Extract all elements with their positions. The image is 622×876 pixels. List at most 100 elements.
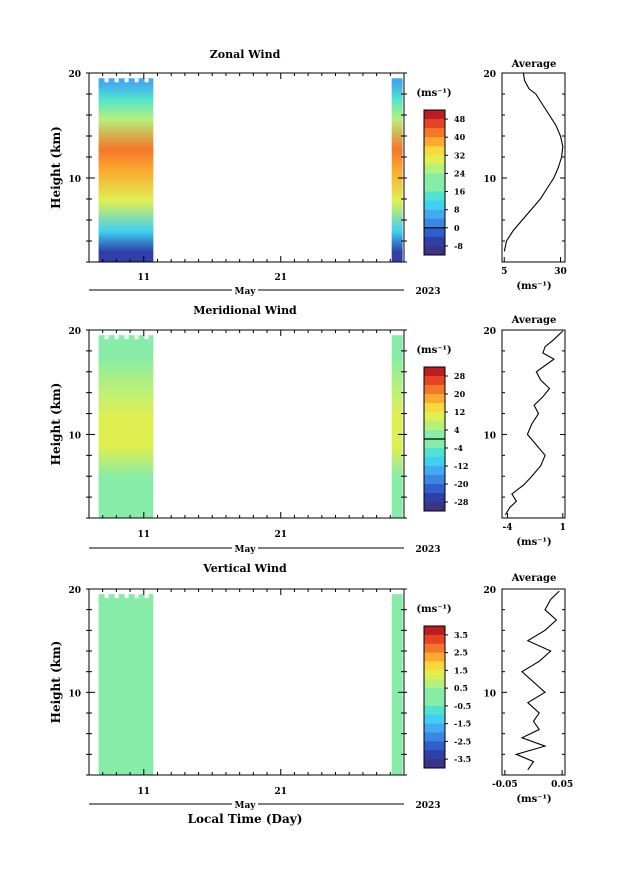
colorbar-cell — [424, 236, 445, 247]
y-tick-label: 10 — [68, 431, 81, 441]
colorbar-cell — [424, 430, 445, 440]
average-frame — [501, 588, 566, 776]
colorbar-cell — [424, 209, 445, 220]
heatmap-block-2 — [391, 335, 403, 518]
colorbar-frame — [423, 625, 446, 769]
y-axis-title: Height (km) — [49, 641, 63, 724]
colorbar-cell — [424, 191, 445, 202]
average-panel: Average 10 20 5 30(ms⁻¹) — [483, 59, 566, 292]
y-tick-label: 20 — [68, 586, 81, 596]
colorbar-tick-label: 28 — [454, 371, 466, 381]
y-tick-label: 20 — [68, 327, 81, 337]
missing-data-cell — [154, 594, 159, 599]
colorbar-cell — [424, 394, 445, 404]
missing-data-cell — [144, 594, 149, 599]
colorbar-cell — [424, 403, 445, 413]
colorbar-tick-label: 2.5 — [454, 648, 468, 658]
x-tick-label: 11 — [138, 273, 151, 283]
colorbar-cell — [424, 634, 445, 645]
heatmap-block-1 — [98, 78, 154, 262]
colorbar-tick-label: 4 — [454, 425, 460, 435]
colorbar-cell — [424, 759, 445, 769]
y-axis-title: Height (km) — [49, 126, 63, 209]
month-label: May — [234, 545, 256, 555]
colorbar-tick-label: 3.5 — [454, 630, 468, 640]
plot-frame — [88, 329, 405, 519]
year-label: 2023 — [415, 801, 440, 811]
average-profile-line — [504, 330, 564, 516]
colorbar-unit: (ms⁻¹) — [416, 604, 451, 615]
x-tick-label: 11 — [138, 787, 151, 797]
colorbar-cell — [424, 200, 445, 211]
missing-data-cell — [154, 78, 159, 83]
heatmap-block-2 — [391, 594, 403, 775]
heatmap-block-1 — [98, 335, 154, 518]
panel-3: Vertical Wind 10 20 Height (km) 11 21 May 2023 (… — [49, 562, 573, 811]
colorbar-tick-label: 20 — [454, 389, 466, 399]
missing-data-cell — [124, 594, 129, 599]
colorbar-cell — [424, 119, 445, 129]
average-y-tick-label: 10 — [483, 689, 496, 699]
colorbar-cell — [424, 457, 445, 467]
y-tick-label: 10 — [68, 689, 81, 699]
colorbar-cell — [424, 110, 445, 120]
colorbar-tick-label: 8 — [454, 205, 460, 215]
average-y-tick-label: 20 — [483, 327, 496, 337]
average-y-tick-label: 20 — [483, 586, 496, 596]
heatmap-block-1 — [98, 594, 154, 775]
average-frame — [501, 329, 566, 519]
missing-data-cell — [114, 78, 119, 83]
average-x-tick-label: 30 — [554, 267, 567, 277]
colorbar-tick-label: 1.5 — [454, 665, 468, 675]
colorbar-cell — [424, 688, 445, 698]
missing-data-cell — [104, 78, 109, 83]
average-x-tick-label: 1 — [560, 523, 566, 533]
colorbar-cell — [424, 502, 445, 512]
colorbar-cell — [424, 679, 445, 689]
y-axis-title: Height (km) — [49, 383, 63, 466]
x-tick-label: 21 — [274, 530, 287, 540]
year-label: 2023 — [415, 287, 440, 297]
colorbar-cell — [424, 670, 445, 680]
colorbar-tick-label: 32 — [454, 150, 465, 160]
average-panel: Average 10 20 -4 1 (ms⁻¹) — [483, 315, 565, 548]
missing-data-cell — [114, 335, 119, 340]
colorbar-cell — [424, 643, 445, 654]
colorbar-unit: (ms⁻¹) — [416, 345, 451, 356]
missing-data-cell — [124, 78, 129, 83]
colorbar-tick-label: 0.5 — [454, 683, 468, 693]
missing-data-cell — [124, 335, 129, 340]
panel-title: Meridional Wind — [193, 304, 297, 317]
average-title: Average — [511, 315, 557, 326]
colorbar-frame — [423, 109, 446, 256]
colorbar-cell — [424, 466, 445, 476]
colorbar-cell — [424, 493, 445, 503]
colorbar-cell — [424, 732, 445, 742]
average-title: Average — [511, 59, 557, 70]
heatmap-block-2 — [391, 78, 403, 262]
month-label: May — [234, 287, 256, 297]
average-profile-line — [503, 72, 564, 252]
average-frame — [501, 72, 566, 263]
colorbar-cell — [424, 723, 445, 733]
colorbar-tick-label: -4 — [454, 443, 463, 453]
colorbar-cell — [424, 421, 445, 431]
colorbar-cell — [424, 661, 445, 671]
colorbar-cell — [424, 448, 445, 458]
colorbar-cell — [424, 146, 445, 156]
average-x-tick-label: 5 — [501, 267, 507, 277]
missing-data-cell — [104, 335, 109, 340]
missing-data-cell — [114, 594, 119, 599]
colorbar-cell — [424, 385, 445, 395]
plot-frame — [88, 72, 405, 263]
colorbar-tick-label: 24 — [454, 168, 466, 178]
x-tick-label: 11 — [138, 530, 151, 540]
colorbar-unit: (ms⁻¹) — [416, 88, 451, 99]
colorbar-cell — [424, 182, 445, 192]
colorbar-cell — [424, 128, 445, 138]
colorbar-tick-label: -20 — [454, 479, 469, 489]
colorbar-tick-label: -1.5 — [454, 719, 471, 729]
colorbar-cell — [424, 245, 445, 256]
average-title: Average — [511, 573, 557, 584]
